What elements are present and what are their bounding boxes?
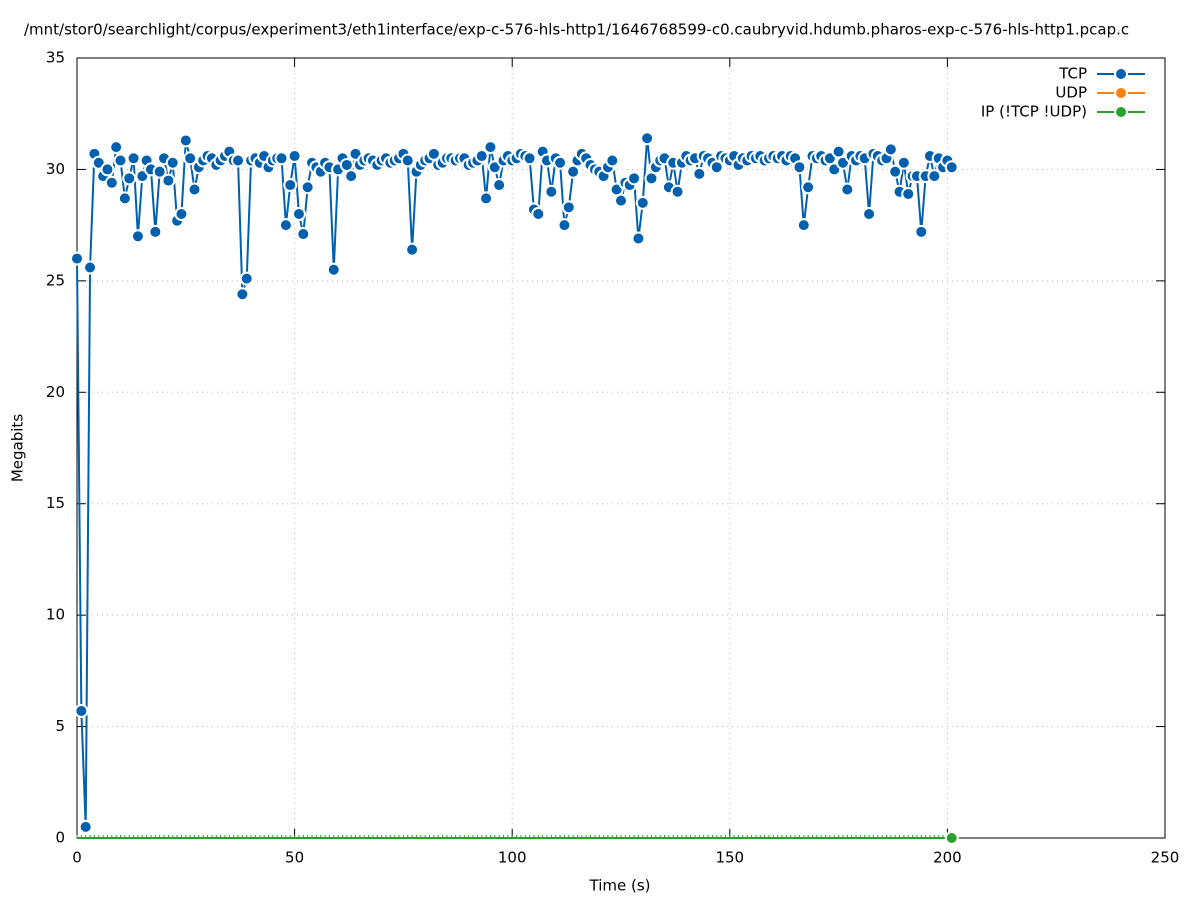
- x-axis-label: Time (s): [589, 877, 651, 895]
- series-line: [76, 138, 953, 827]
- x-tick-label: 200: [933, 849, 962, 867]
- data-point: [792, 160, 807, 175]
- data-point: [605, 153, 620, 168]
- data-point: [631, 231, 646, 246]
- y-axis-label: Megabits: [9, 414, 27, 482]
- data-point: [83, 260, 98, 275]
- legend-swatch: [1114, 67, 1128, 81]
- data-point: [627, 171, 642, 186]
- data-point: [635, 195, 650, 210]
- data-point: [239, 271, 254, 286]
- data-point: [640, 131, 655, 146]
- data-point: [161, 173, 176, 188]
- data-point: [235, 287, 250, 302]
- data-point: [614, 193, 628, 208]
- data-point: [531, 207, 546, 221]
- data-point: [152, 164, 167, 179]
- y-tick-label: 35: [46, 49, 65, 67]
- data-point: [291, 207, 306, 221]
- x-tick-label: 100: [498, 849, 527, 867]
- data-point: [561, 200, 576, 215]
- data-point: [840, 182, 855, 197]
- legend-swatch: [1114, 86, 1128, 100]
- data-point: [479, 191, 494, 206]
- data-point: [274, 151, 289, 166]
- data-point: [287, 149, 302, 164]
- data-point: [187, 182, 202, 197]
- data-point: [474, 149, 489, 164]
- legend-label: TCP: [1058, 65, 1087, 83]
- data-point: [405, 242, 420, 257]
- legend-label: UDP: [1055, 84, 1087, 102]
- data-point: [801, 180, 816, 195]
- data-point: [148, 224, 163, 239]
- data-point: [927, 169, 942, 184]
- data-point: [901, 186, 916, 201]
- data-point: [130, 229, 145, 244]
- data-point: [74, 703, 89, 718]
- data-point: [70, 251, 84, 266]
- data-point: [165, 155, 180, 170]
- data-point: [944, 160, 959, 175]
- legend-label: IP (!TCP !UDP): [981, 103, 1087, 121]
- data-point: [300, 180, 315, 195]
- data-point: [113, 153, 128, 168]
- x-tick-label: 0: [72, 849, 82, 867]
- data-point: [344, 169, 359, 184]
- data-point: [883, 142, 898, 157]
- data-point: [796, 218, 811, 233]
- data-point: [278, 218, 293, 233]
- data-point: [862, 207, 877, 221]
- data-point: [483, 140, 498, 155]
- y-tick-label: 0: [55, 829, 65, 847]
- data-point: [122, 171, 137, 186]
- data-point: [326, 262, 341, 277]
- data-point: [944, 831, 959, 845]
- data-point: [126, 151, 141, 166]
- legend-swatch: [1114, 105, 1128, 119]
- data-point: [492, 178, 507, 193]
- data-point: [553, 155, 568, 170]
- x-tick-label: 150: [715, 849, 744, 867]
- data-point: [174, 207, 189, 221]
- data-point: [104, 175, 119, 190]
- data-point: [557, 218, 572, 233]
- data-point: [231, 153, 246, 168]
- y-tick-label: 5: [55, 717, 65, 735]
- data-point: [109, 140, 124, 155]
- data-point: [296, 227, 311, 242]
- x-tick-label: 250: [1151, 849, 1180, 867]
- data-point: [183, 151, 198, 166]
- y-tick-label: 25: [46, 271, 65, 289]
- x-tick-label: 50: [285, 849, 304, 867]
- chart-title: /mnt/stor0/searchlight/corpus/experiment…: [24, 21, 1129, 39]
- data-point: [100, 162, 115, 177]
- y-tick-label: 20: [46, 383, 65, 401]
- data-point: [896, 155, 911, 170]
- plot-frame: [76, 57, 1166, 839]
- data-point: [400, 153, 415, 168]
- data-point: [888, 164, 903, 179]
- data-point: [914, 224, 929, 239]
- data-point: [78, 819, 93, 834]
- data-point: [670, 184, 685, 199]
- data-point: [692, 166, 707, 181]
- y-tick-label: 15: [46, 494, 65, 512]
- y-tick-label: 10: [46, 606, 65, 624]
- y-tick-label: 30: [46, 160, 65, 178]
- data-point: [522, 151, 537, 166]
- data-point: [544, 184, 559, 199]
- data-point: [178, 133, 193, 148]
- data-point: [283, 178, 298, 193]
- data-point: [117, 191, 132, 206]
